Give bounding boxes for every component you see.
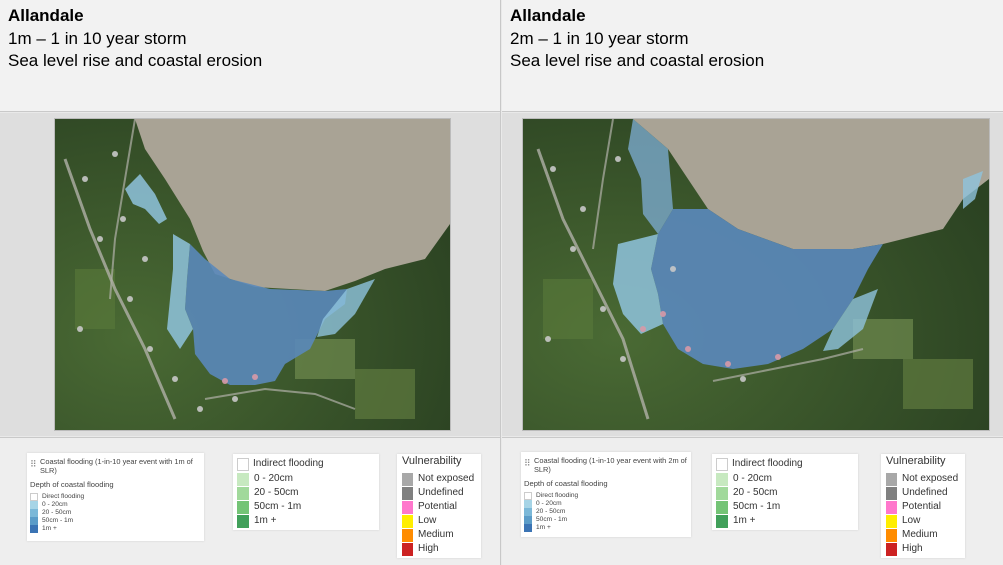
- flood-map[interactable]: [523, 119, 989, 430]
- indirect-legend: Indirect flooding 0 - 20cm 20 - 50cm 50c…: [712, 454, 858, 530]
- vulnerability-item: Potential: [402, 501, 457, 514]
- location-title: Allandale: [510, 6, 586, 25]
- flood-deep: [651, 209, 883, 369]
- depth-item: 1m +: [30, 525, 200, 533]
- vulnerability-heading: Vulnerability: [886, 455, 946, 467]
- vulnerability-item: Not exposed: [402, 473, 474, 486]
- scenario-subtitle: Sea level rise and coastal erosion: [510, 51, 765, 70]
- vulnerability-legend: Vulnerability Not exposed Undefined Pote…: [397, 454, 481, 558]
- vulnerability-heading: Vulnerability: [402, 455, 462, 467]
- depth-item: Direct flooding: [30, 493, 200, 501]
- flood-shallow: [613, 234, 663, 334]
- mudflat: [633, 119, 989, 249]
- map-zone: [502, 113, 1003, 436]
- vulnerability-item: Medium: [886, 529, 938, 542]
- mudflat: [135, 119, 450, 291]
- depth-item: 0 - 20cm: [524, 500, 694, 508]
- depth-item: Direct flooding: [524, 492, 694, 500]
- panel-header: Allandale 1m – 1 in 10 year storm Sea le…: [0, 0, 500, 112]
- indirect-item: 1m +: [716, 515, 756, 528]
- vulnerability-item: Not exposed: [886, 473, 958, 486]
- flood-deep: [185, 244, 347, 385]
- indirect-item: 50cm - 1m: [237, 501, 301, 514]
- drag-handle-icon[interactable]: ⠿: [524, 458, 531, 468]
- vulnerability-item: Low: [402, 515, 436, 528]
- indirect-item: 0 - 20cm: [716, 473, 772, 486]
- flood-shallow: [167, 234, 193, 349]
- indirect-item: 20 - 50cm: [237, 487, 298, 500]
- depth-legend: ⠿ Coastal flooding (1-in-10 year event w…: [521, 452, 691, 537]
- depth-legend: ⠿ Coastal flooding (1-in-10 year event w…: [27, 453, 204, 541]
- vulnerability-item: Potential: [886, 501, 941, 514]
- indirect-legend: Indirect flooding 0 - 20cm 20 - 50cm 50c…: [233, 454, 379, 530]
- depth-heading: Depth of coastal flooding: [524, 479, 608, 488]
- depth-item: 20 - 50cm: [524, 508, 694, 516]
- scenario-title: 2m – 1 in 10 year storm: [510, 29, 689, 48]
- vulnerability-item: Low: [886, 515, 920, 528]
- scenario-subtitle: Sea level rise and coastal erosion: [8, 51, 263, 70]
- legend-title: Coastal flooding (1-in-10 year event wit…: [40, 457, 193, 475]
- drag-handle-icon[interactable]: ⠿: [30, 459, 37, 469]
- legend-title: Coastal flooding (1-in-10 year event wit…: [534, 456, 687, 474]
- legend-zone: ⠿ Coastal flooding (1-in-10 year event w…: [502, 437, 1003, 565]
- panel-right: Allandale 2m – 1 in 10 year storm Sea le…: [502, 0, 1003, 565]
- map-zone: [0, 113, 500, 436]
- panel-left: Allandale 1m – 1 in 10 year storm Sea le…: [0, 0, 501, 565]
- indirect-item: 0 - 20cm: [237, 473, 293, 486]
- legend-zone: ⠿ Coastal flooding (1-in-10 year event w…: [0, 437, 500, 565]
- indirect-heading: Indirect flooding: [732, 458, 803, 469]
- depth-heading: Depth of coastal flooding: [30, 480, 114, 489]
- flood-map[interactable]: [55, 119, 450, 430]
- indirect-item: 1m +: [237, 515, 277, 528]
- indirect-item: 50cm - 1m: [716, 501, 780, 514]
- panel-header: Allandale 2m – 1 in 10 year storm Sea le…: [502, 0, 1003, 112]
- vulnerability-legend: Vulnerability Not exposed Undefined Pote…: [881, 454, 965, 558]
- depth-item: 50cm - 1m: [30, 517, 200, 525]
- depth-item: 0 - 20cm: [30, 501, 200, 509]
- depth-item: 20 - 50cm: [30, 509, 200, 517]
- depth-item: 50cm - 1m: [524, 516, 694, 524]
- indirect-item: 20 - 50cm: [716, 487, 777, 500]
- vulnerability-item: High: [402, 543, 439, 556]
- indirect-heading: Indirect flooding: [253, 458, 324, 469]
- vulnerability-item: Undefined: [886, 487, 948, 500]
- vulnerability-item: Undefined: [402, 487, 464, 500]
- location-title: Allandale: [8, 6, 84, 25]
- vulnerability-item: High: [886, 543, 923, 556]
- vulnerability-item: Medium: [402, 529, 454, 542]
- depth-item: 1m +: [524, 524, 694, 532]
- scenario-title: 1m – 1 in 10 year storm: [8, 29, 187, 48]
